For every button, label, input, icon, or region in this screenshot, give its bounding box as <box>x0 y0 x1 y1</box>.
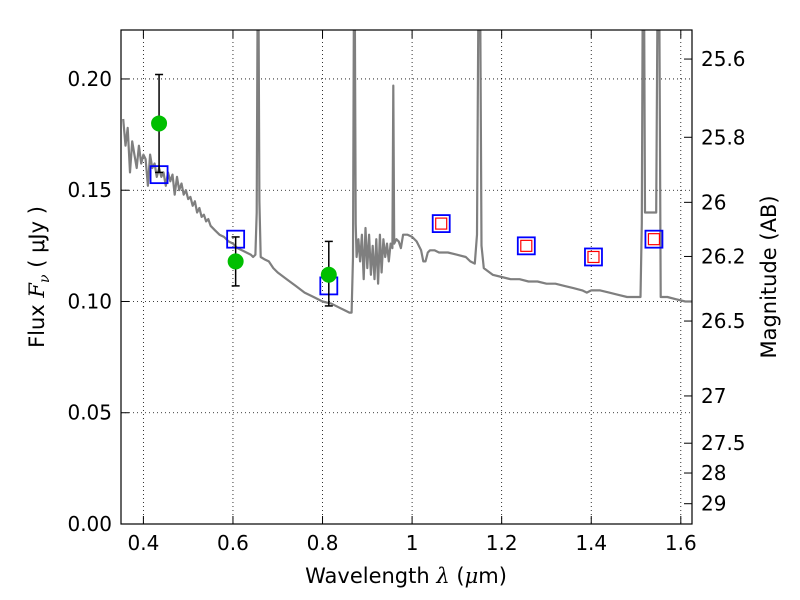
y2-tick-label: 29 <box>701 492 726 516</box>
y-tick-label: 0.05 <box>67 401 112 425</box>
y-tick-label: 0.10 <box>67 289 112 313</box>
x-tick-label: 1.6 <box>665 531 697 555</box>
plot-frame <box>120 29 693 525</box>
x-tick-label: 0.6 <box>217 531 249 555</box>
x-axis-label: Wavelength λ (μm) <box>305 564 507 588</box>
x-tick-label: 1.4 <box>575 531 607 555</box>
data-layer <box>122 30 692 314</box>
y2-tick-label: 25.8 <box>701 125 746 149</box>
y2-tick-label: 27.5 <box>701 431 746 455</box>
x-tick-label: 1.2 <box>486 531 518 555</box>
model-flux-red-square <box>647 233 661 246</box>
plot-area <box>121 30 692 524</box>
observed-flux-point <box>320 266 337 283</box>
model-flux-blue-square <box>644 229 664 249</box>
axis-ticks: 0.4 0.6 0.8 1 1.2 1.4 1.6 0.00 0.05 0.10 0.15 0.20 2… <box>67 30 746 555</box>
y2-tick-label: 27 <box>701 384 726 408</box>
x-tick-label: 1 <box>406 531 419 555</box>
y2-tick-label: 26 <box>701 190 726 214</box>
y-tick-label: 0.20 <box>67 67 112 91</box>
model-flux-red-square <box>587 250 600 264</box>
y2-axis-label: Magnitude (AB) <box>757 195 781 358</box>
y2-tick-label: 26.5 <box>701 309 746 333</box>
y-tick-label: 0.15 <box>67 178 112 202</box>
observed-flux-point <box>227 253 244 270</box>
sed-model-line <box>122 30 692 314</box>
y2-tick-label: 28 <box>701 461 726 485</box>
x-tick-label: 0.4 <box>127 531 159 555</box>
y2-tick-label: 25.6 <box>701 47 746 71</box>
y2-tick-label: 26.2 <box>701 244 746 268</box>
y-tick-label: 0.00 <box>67 512 112 536</box>
model-flux-blue-square <box>431 214 451 233</box>
y-axis-label: Flux Fν ( μJy ) <box>25 206 53 348</box>
model-flux-red-square <box>435 217 448 230</box>
model-flux-blue-square <box>584 247 603 267</box>
observed-flux-point <box>151 115 168 132</box>
model-flux-blue-square <box>516 236 536 256</box>
x-tick-label: 0.8 <box>307 531 339 555</box>
model-flux-red-square <box>520 239 533 252</box>
